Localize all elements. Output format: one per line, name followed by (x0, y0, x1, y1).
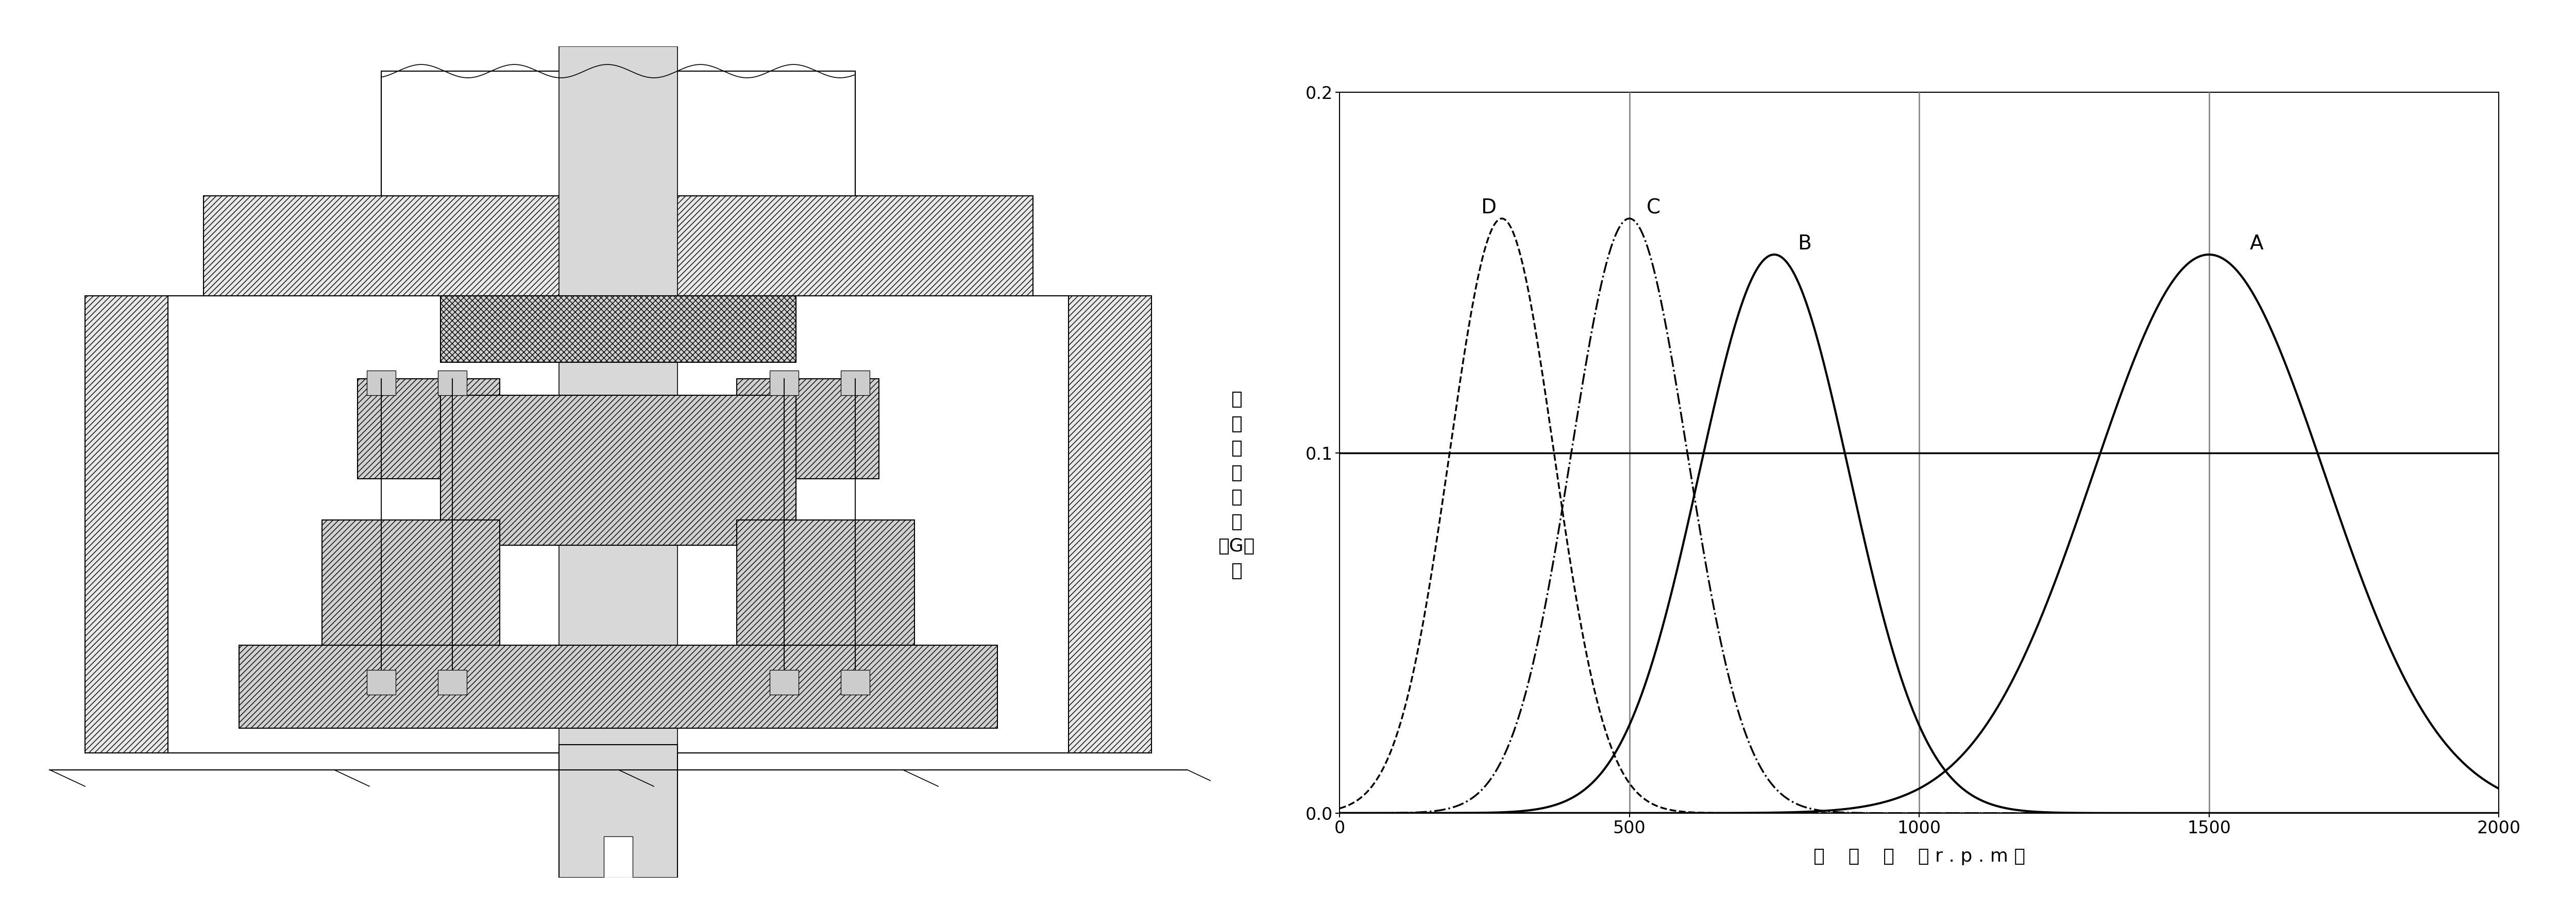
Text: C: C (1646, 198, 1662, 217)
Text: A: A (2249, 234, 2264, 253)
FancyBboxPatch shape (770, 371, 799, 395)
FancyBboxPatch shape (240, 645, 997, 728)
Text: 振
動
（
加
速
度
（G）
）: 振 動 （ 加 速 度 （G） ） (1218, 391, 1255, 579)
FancyBboxPatch shape (840, 371, 871, 395)
FancyBboxPatch shape (559, 46, 677, 836)
Text: D: D (1481, 198, 1497, 217)
Text: B: B (1798, 234, 1811, 253)
FancyBboxPatch shape (737, 520, 914, 645)
FancyBboxPatch shape (366, 371, 397, 395)
FancyBboxPatch shape (438, 670, 466, 695)
FancyBboxPatch shape (737, 379, 878, 479)
FancyBboxPatch shape (840, 670, 871, 695)
FancyBboxPatch shape (85, 296, 1151, 753)
FancyBboxPatch shape (440, 395, 796, 545)
X-axis label: 回    轉    数    （ r . p . m ）: 回 轉 数 （ r . p . m ） (1814, 847, 2025, 865)
FancyBboxPatch shape (438, 371, 466, 395)
FancyBboxPatch shape (603, 836, 634, 878)
FancyBboxPatch shape (770, 670, 799, 695)
FancyBboxPatch shape (381, 71, 855, 196)
FancyBboxPatch shape (440, 296, 796, 362)
FancyBboxPatch shape (358, 379, 500, 479)
FancyBboxPatch shape (322, 520, 500, 645)
FancyBboxPatch shape (167, 296, 1069, 753)
FancyBboxPatch shape (204, 196, 1033, 296)
FancyBboxPatch shape (559, 745, 677, 878)
FancyBboxPatch shape (366, 670, 397, 695)
